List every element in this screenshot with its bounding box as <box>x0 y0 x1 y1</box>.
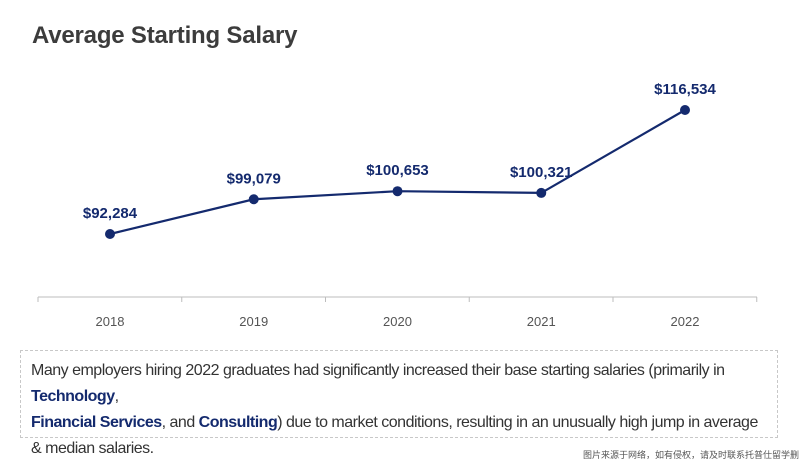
note-text-3: , and <box>161 414 199 431</box>
data-point-2020 <box>392 186 403 197</box>
chart-title: Average Starting Salary <box>32 22 298 49</box>
note-text-1: Many employers hiring 2022 graduates had… <box>31 362 725 379</box>
line-chart: $92,284 $99,079 $100,653 $100,321 $116,534 2… <box>37 81 758 329</box>
data-point-2022 <box>680 105 690 115</box>
note-financial-services: Financial Services <box>31 414 162 431</box>
data-label-2021: $100,321 <box>510 164 573 181</box>
annotation-note: Many employers hiring 2022 graduates had… <box>20 350 778 457</box>
data-label-2020: $100,653 <box>366 162 429 179</box>
watermark: 图片来源于网络，如有侵权，请及时联系托普仕留学删 <box>582 450 799 460</box>
note-technology: Technology <box>31 388 115 405</box>
data-label-2018: $92,284 <box>83 205 138 222</box>
data-point-2021 <box>536 187 547 198</box>
data-point-2019 <box>248 194 259 205</box>
note-consulting: Consulting <box>198 414 278 431</box>
x-tick-label-2018: 2018 <box>96 314 125 329</box>
x-tick-label-2020: 2020 <box>383 314 412 329</box>
note-text-2: , <box>114 388 119 405</box>
data-label-2022: $116,534 <box>654 81 716 98</box>
data-point-2018 <box>105 229 115 239</box>
note-text-4: ) due to market conditions, resulting in… <box>31 414 758 457</box>
x-tick-label-2022: 2022 <box>671 314 700 329</box>
data-label-2019: $99,079 <box>227 170 281 187</box>
x-tick-label-2019: 2019 <box>239 314 268 329</box>
x-tick-label-2021: 2021 <box>527 314 556 329</box>
